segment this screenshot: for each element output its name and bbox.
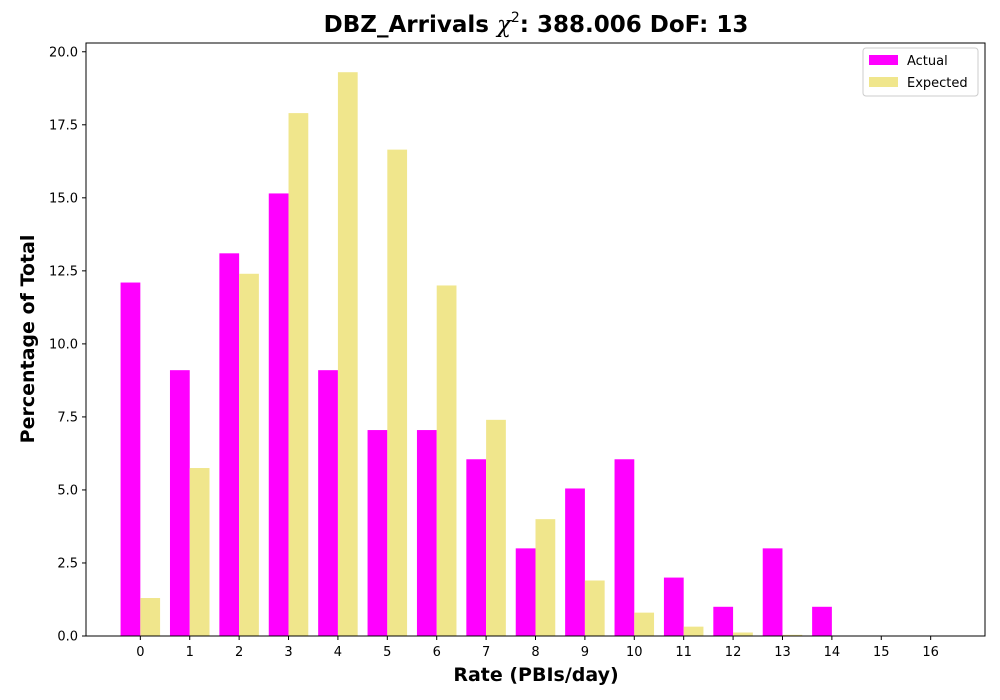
legend: Actual Expected xyxy=(862,47,979,97)
bar-expected-4 xyxy=(337,72,358,637)
bar-actual-3 xyxy=(268,193,289,636)
y-tick-label: 10.0 xyxy=(49,337,78,352)
bar-actual-11 xyxy=(663,577,684,636)
x-tick-label: 0 xyxy=(136,645,144,660)
y-tick-label: 17.5 xyxy=(49,118,78,133)
bar-expected-8 xyxy=(535,519,556,636)
legend-swatch-expected xyxy=(869,77,898,87)
chart-title-symbol: χ xyxy=(495,12,513,38)
legend-label-actual: Actual xyxy=(907,54,948,69)
x-tick-label: 13 xyxy=(774,645,791,660)
x-tick-label: 8 xyxy=(531,645,539,660)
bar-expected-5 xyxy=(387,149,408,636)
bar-actual-0 xyxy=(120,282,141,636)
bar-expected-0 xyxy=(140,598,161,636)
y-tick-label: 0.0 xyxy=(57,630,78,645)
chart-title-prefix: DBZ_Arrivals xyxy=(324,12,497,38)
x-tick-label: 3 xyxy=(284,645,292,660)
chart-title: DBZ_Arrivals χ2: 388.006 DoF: 13 xyxy=(324,10,749,38)
bar-expected-10 xyxy=(634,612,655,636)
x-axis: 0 1 2 3 4 5 6 7 8 9 10 11 12 13 14 15 16 xyxy=(136,636,939,660)
bar-expected-9 xyxy=(584,580,605,636)
x-tick-label: 11 xyxy=(675,645,692,660)
y-tick-label: 15.0 xyxy=(49,191,78,206)
y-axis: 0.0 2.5 5.0 7.5 10.0 12.5 15.0 17.5 20.0 xyxy=(49,45,86,645)
x-tick-label: 10 xyxy=(626,645,643,660)
y-tick-label: 5.0 xyxy=(57,483,78,498)
y-tick-label: 2.5 xyxy=(57,556,78,571)
x-tick-label: 12 xyxy=(725,645,742,660)
x-tick-label: 6 xyxy=(433,645,441,660)
x-tick-label: 7 xyxy=(482,645,490,660)
x-tick-label: 15 xyxy=(873,645,890,660)
bar-actual-7 xyxy=(466,459,487,636)
bar-expected-2 xyxy=(239,273,259,636)
x-axis-label: Rate (PBIs/day) xyxy=(453,664,618,686)
bar-expected-3 xyxy=(288,113,309,636)
y-tick-label: 12.5 xyxy=(49,264,78,279)
bar-expected-13 xyxy=(782,634,803,636)
bar-actual-10 xyxy=(614,459,635,636)
bar-actual-1 xyxy=(169,370,190,636)
bar-actual-13 xyxy=(762,548,783,636)
y-axis-label: Percentage of Total xyxy=(17,235,39,444)
bar-expected-12 xyxy=(733,632,753,636)
legend-swatch-actual xyxy=(869,55,898,65)
plot-frame xyxy=(85,42,986,637)
bar-expected-1 xyxy=(189,468,210,636)
x-tick-label: 1 xyxy=(186,645,194,660)
x-tick-label: 5 xyxy=(383,645,391,660)
x-tick-label: 16 xyxy=(922,645,939,660)
bar-actual-5 xyxy=(367,430,388,636)
chart-title-suffix: : 388.006 DoF: 13 xyxy=(520,12,749,38)
y-tick-label: 20.0 xyxy=(49,45,78,60)
x-tick-label: 14 xyxy=(824,645,841,660)
bar-actual-4 xyxy=(318,370,338,636)
bar-actual-9 xyxy=(565,488,585,636)
y-tick-label: 7.5 xyxy=(57,410,78,425)
bar-actual-12 xyxy=(713,606,734,636)
bar-actual-14 xyxy=(812,606,832,636)
bar-actual-8 xyxy=(515,548,536,636)
x-tick-label: 2 xyxy=(235,645,243,660)
bars-group xyxy=(120,72,852,637)
x-tick-label: 4 xyxy=(334,645,342,660)
bar-actual-6 xyxy=(416,430,437,636)
legend-label-expected: Expected xyxy=(907,76,968,91)
bar-actual-2 xyxy=(219,253,240,636)
x-tick-label: 9 xyxy=(581,645,589,660)
chart-title-superscript: 2 xyxy=(511,10,520,26)
bar-expected-7 xyxy=(486,419,506,636)
bar-expected-11 xyxy=(683,626,704,636)
bar-expected-6 xyxy=(436,285,457,636)
